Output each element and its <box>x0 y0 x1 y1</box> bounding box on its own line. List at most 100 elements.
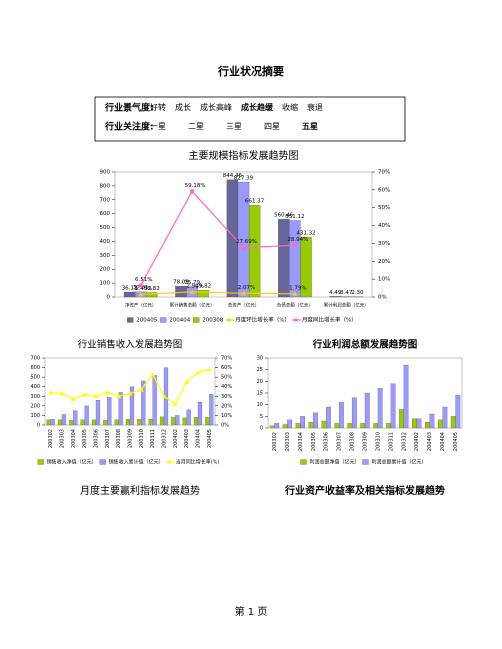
x-tick-label: 累计销售总额（亿元） <box>170 302 215 309</box>
bar <box>442 406 448 429</box>
value-label: 28.94% <box>287 237 308 243</box>
value-label: 551.12 <box>285 214 304 220</box>
bar <box>329 296 341 298</box>
x-tick-label: 200308 <box>116 429 122 448</box>
legend-label: 200405 <box>136 318 157 324</box>
y-tick-label: 600 <box>100 211 111 217</box>
bar <box>152 375 157 426</box>
legend-label: 销售收入累计值（亿元） <box>109 459 164 466</box>
value-label: 827.39 <box>234 176 254 182</box>
value-label: 560.46 <box>274 213 294 219</box>
summary-box <box>94 96 406 142</box>
y-tick-label: 300 <box>100 253 111 259</box>
value-label: 3.47 <box>340 290 353 296</box>
bar <box>118 392 123 426</box>
y-tick-label: 500 <box>30 375 40 381</box>
bar <box>73 410 78 426</box>
bar <box>386 423 391 429</box>
x-tick-label: 200305 <box>311 432 317 451</box>
y-tick-label: 600 <box>30 365 40 371</box>
bar <box>57 419 63 426</box>
chart-title: 行业销售收入发展趋势图 <box>78 339 183 351</box>
bar <box>373 423 379 429</box>
value-label: 75.79 <box>184 280 200 286</box>
x-tick-label: 200403 <box>184 429 190 448</box>
option: 四星 <box>264 122 280 131</box>
x-tick-label: 200311 <box>150 429 156 448</box>
y-tick-label: 900 <box>100 170 111 176</box>
legend-swatch <box>362 459 369 465</box>
bar <box>364 392 370 429</box>
y2-tick-label: 70% <box>378 170 390 176</box>
bar <box>84 405 89 426</box>
line <box>140 190 295 286</box>
x-tick-label: 200402 <box>414 432 420 451</box>
x-tick-label: 200302 <box>272 432 278 451</box>
x-tick-label: 200311 <box>388 432 394 451</box>
bar <box>175 415 180 426</box>
y-tick-label: 5 <box>260 414 263 420</box>
marker <box>241 245 246 250</box>
x-tick-label: 200402 <box>173 429 179 448</box>
bar <box>300 236 312 298</box>
y-tick-label: 700 <box>30 356 40 362</box>
x-tick-label: 总资产（亿元） <box>228 302 260 309</box>
x-tick-label: 200306 <box>324 432 330 451</box>
bar <box>46 419 51 426</box>
marker <box>138 291 144 297</box>
option: 成长趋缓 <box>241 102 274 112</box>
value-label: 78.03 <box>173 280 189 286</box>
bar <box>50 419 55 426</box>
bar <box>412 418 417 429</box>
marker <box>172 401 178 406</box>
x-tick-label: 200302 <box>48 429 54 448</box>
y-tick-label: 0 <box>37 423 40 429</box>
value-label: 36.13 <box>122 285 138 291</box>
option: 五星 <box>302 121 318 131</box>
bar <box>321 420 327 429</box>
y-tick-label: 200 <box>30 403 40 409</box>
bar <box>455 395 461 429</box>
y-tick-label: 15 <box>257 391 263 397</box>
marker <box>127 390 133 396</box>
marker <box>138 283 143 288</box>
y2-tick-label: 70% <box>221 356 232 362</box>
y2-tick-label: 0% <box>378 295 387 301</box>
bar <box>129 386 135 426</box>
bar <box>114 419 119 426</box>
marker <box>116 393 122 399</box>
x-tick-label: 200309 <box>363 432 369 451</box>
bar <box>95 400 101 426</box>
y2-tick-label: 30% <box>221 394 232 400</box>
bar <box>429 413 435 429</box>
y-tick-label: 20 <box>257 379 263 385</box>
y2-tick-label: 60% <box>378 187 390 193</box>
option: 收缩 <box>282 102 298 112</box>
y2-tick-label: 10% <box>378 277 390 283</box>
bar <box>360 423 366 429</box>
bar <box>313 412 318 429</box>
bar <box>269 425 275 429</box>
marker <box>82 391 88 397</box>
value-label: 2.30 <box>351 290 364 296</box>
marker <box>292 291 298 296</box>
marker <box>241 290 246 296</box>
y-tick-label: 25 <box>257 367 263 373</box>
legend-label: 利润总额净值（亿元） <box>309 459 359 466</box>
bar <box>61 414 67 426</box>
marker <box>150 371 156 377</box>
y2-tick-label: 20% <box>221 403 232 409</box>
marker <box>190 189 195 194</box>
x-tick-label: 200305 <box>82 429 88 448</box>
legend-swatch <box>300 459 307 465</box>
option: 成长 <box>175 102 191 112</box>
y-tick-label: 200 <box>100 267 111 273</box>
bar <box>193 417 199 426</box>
section-title: 月度主要赢利指标发展趋势 <box>80 484 200 497</box>
y2-tick-label: 40% <box>221 384 232 390</box>
legend-swatch <box>168 460 172 464</box>
x-tick-label: 200308 <box>350 432 356 451</box>
bar <box>123 291 136 298</box>
bar <box>399 409 404 429</box>
